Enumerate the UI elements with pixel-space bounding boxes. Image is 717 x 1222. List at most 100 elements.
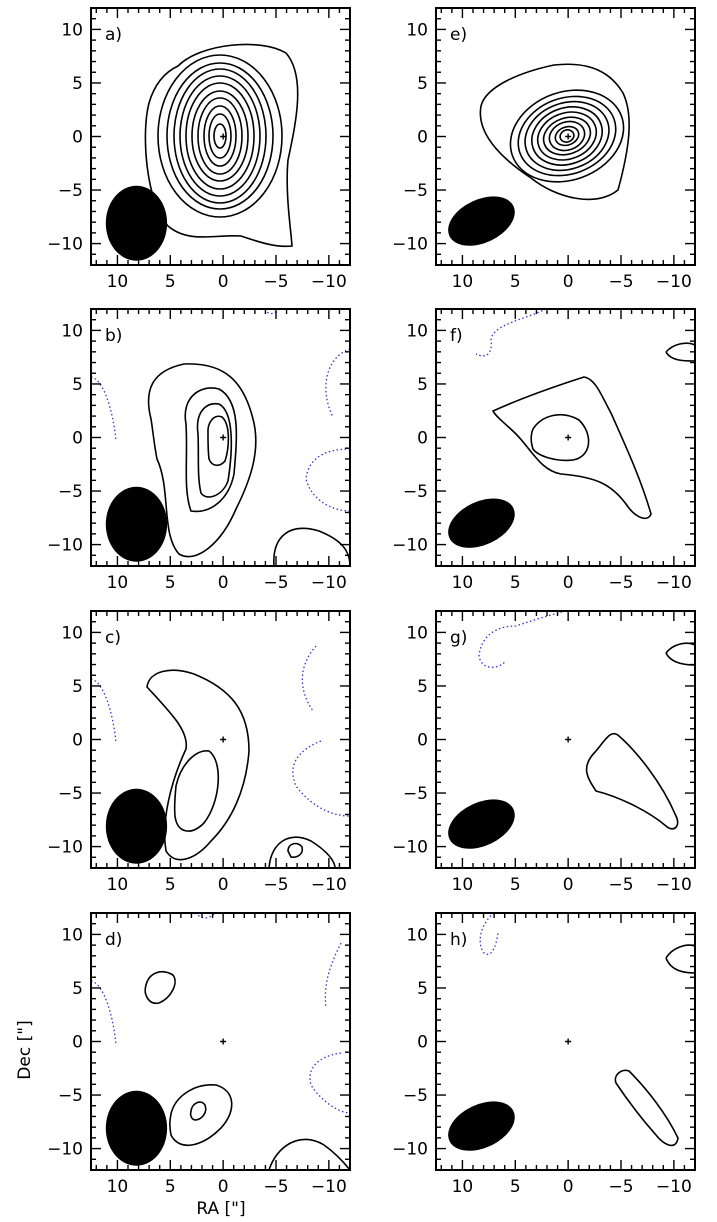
x-tick-label: 5 <box>165 1177 176 1197</box>
panel-e: 10 5 0 −5 −10 10 5 0 −5 −10 e) <box>392 7 696 292</box>
positive-contour <box>287 842 304 858</box>
x-tick-label: 5 <box>510 1177 521 1197</box>
positive-contour <box>268 836 336 868</box>
y-tick-label: −10 <box>392 235 428 255</box>
x-tick-label: 0 <box>563 875 574 895</box>
x-tick-label: 5 <box>510 875 521 895</box>
panel-label: d) <box>105 930 122 950</box>
positive-contour <box>157 54 283 218</box>
y-tick-label: 10 <box>61 925 83 945</box>
x-tick-label: −10 <box>311 573 347 593</box>
positive-contour <box>146 669 250 861</box>
x-tick-label: −10 <box>311 1177 347 1197</box>
y-tick-label: −10 <box>47 536 83 556</box>
y-tick-label: −5 <box>58 181 83 201</box>
y-tick-label: 10 <box>61 321 83 341</box>
x-tick-label: −10 <box>311 875 347 895</box>
y-tick-label: 10 <box>406 925 428 945</box>
y-tick-label: 5 <box>417 979 428 999</box>
y-tick-label: 5 <box>72 375 83 395</box>
panel-plot-area <box>448 913 695 1151</box>
y-tick-label: 5 <box>417 375 428 395</box>
x-tick-label: 0 <box>563 272 574 292</box>
positive-contour <box>268 1138 350 1170</box>
positive-contour <box>203 105 237 167</box>
positive-contour <box>208 113 232 159</box>
negative-contour <box>309 1052 350 1114</box>
y-tick-label: 10 <box>61 20 83 40</box>
positive-contour <box>585 732 679 830</box>
x-tick-label: −5 <box>263 272 288 292</box>
x-tick-label: 10 <box>452 1177 474 1197</box>
x-tick-label: −10 <box>656 875 692 895</box>
y-tick-label: −10 <box>47 235 83 255</box>
negative-contour <box>91 678 117 744</box>
y-tick-label: 5 <box>72 677 83 697</box>
positive-contour <box>554 125 580 147</box>
panel-a: 10 5 0 −5 −10 10 5 0 −5 −10 a) <box>47 7 351 292</box>
positive-contour <box>173 68 267 204</box>
positive-contour <box>197 97 243 175</box>
negative-contour <box>305 448 350 512</box>
panel-label: h) <box>450 930 467 950</box>
y-tick-label: 0 <box>417 1033 428 1053</box>
positive-contour <box>536 111 598 161</box>
positive-contour <box>147 363 257 558</box>
positive-contour <box>479 63 630 201</box>
x-tick-label: −5 <box>608 875 633 895</box>
x-tick-label: 10 <box>107 1177 129 1197</box>
panel-label: a) <box>105 25 122 45</box>
panel-h: 10 5 0 −5 −10 10 5 0 −5 −10 h) <box>392 912 696 1197</box>
beam-ellipse <box>105 1090 168 1166</box>
positive-contour <box>531 106 603 166</box>
y-tick-label: −10 <box>392 1140 428 1160</box>
panel-plot-area <box>448 611 695 849</box>
y-tick-label: 5 <box>72 74 83 94</box>
y-tick-label: −5 <box>58 1086 83 1106</box>
negative-contour <box>324 942 342 1009</box>
beam-ellipse <box>105 788 168 864</box>
x-tick-label: 10 <box>107 573 129 593</box>
x-tick-label: 10 <box>107 875 129 895</box>
y-axis-title: Dec ["] <box>15 1020 35 1079</box>
negative-contour <box>325 348 350 418</box>
center-cross <box>565 736 572 743</box>
beam-ellipse <box>105 486 168 562</box>
x-tick-label: 10 <box>452 272 474 292</box>
positive-contour <box>166 62 274 210</box>
x-tick-label: −5 <box>263 875 288 895</box>
positive-contour <box>196 403 233 498</box>
y-tick-label: 10 <box>61 623 83 643</box>
y-tick-label: 10 <box>406 20 428 40</box>
positive-contour <box>542 116 592 156</box>
center-cross <box>220 1038 227 1045</box>
negative-contour <box>478 611 567 668</box>
positive-contour <box>185 82 255 190</box>
positive-contour <box>548 120 586 152</box>
beam-ellipse <box>105 185 168 261</box>
panel-f: 10 5 0 −5 −10 10 5 0 −5 −10 f) <box>392 308 696 593</box>
negative-contour <box>292 740 350 817</box>
panel-plot-area <box>448 309 695 548</box>
x-axis-title: RA ["] <box>196 1199 245 1219</box>
y-tick-label: −10 <box>392 838 428 858</box>
x-tick-label: −10 <box>311 272 347 292</box>
y-tick-label: −5 <box>58 482 83 502</box>
positive-contour <box>184 387 238 513</box>
center-cross <box>565 434 572 441</box>
y-tick-label: 5 <box>417 677 428 697</box>
x-tick-label: −5 <box>263 573 288 593</box>
beam-ellipse <box>448 1101 515 1151</box>
x-tick-label: 5 <box>165 875 176 895</box>
positive-contour <box>273 527 350 566</box>
positive-contour <box>665 642 695 666</box>
positive-contour <box>144 971 176 1005</box>
panel-plot-area <box>448 63 630 246</box>
x-tick-label: −5 <box>608 272 633 292</box>
positive-contour <box>665 342 695 362</box>
positive-contour <box>517 95 617 177</box>
panel-label: c) <box>105 628 121 648</box>
panel-plot-area <box>91 645 350 868</box>
positive-contour <box>189 1101 207 1121</box>
negative-contour <box>91 376 117 442</box>
